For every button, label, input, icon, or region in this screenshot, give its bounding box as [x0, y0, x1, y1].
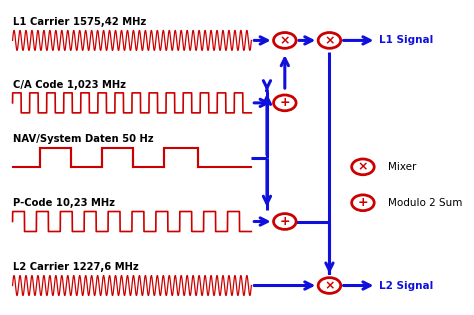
Text: ×: ×	[358, 160, 368, 173]
Text: Modulo 2 Sum: Modulo 2 Sum	[388, 198, 462, 208]
Text: +: +	[280, 215, 290, 228]
Text: P-Code 10,23 MHz: P-Code 10,23 MHz	[12, 198, 115, 209]
Text: C/A Code 1,023 MHz: C/A Code 1,023 MHz	[12, 80, 126, 90]
Text: L1 Carrier 1575,42 MHz: L1 Carrier 1575,42 MHz	[12, 17, 146, 27]
Text: ×: ×	[324, 279, 335, 292]
Text: L1 Signal: L1 Signal	[379, 35, 433, 45]
Text: ×: ×	[280, 34, 290, 47]
Text: ×: ×	[324, 34, 335, 47]
Text: +: +	[280, 96, 290, 109]
Text: NAV/System Daten 50 Hz: NAV/System Daten 50 Hz	[12, 135, 153, 144]
Text: L2 Signal: L2 Signal	[379, 281, 433, 290]
Text: +: +	[357, 196, 368, 209]
Text: Mixer: Mixer	[388, 162, 416, 172]
Text: L2 Carrier 1227,6 MHz: L2 Carrier 1227,6 MHz	[12, 262, 138, 272]
